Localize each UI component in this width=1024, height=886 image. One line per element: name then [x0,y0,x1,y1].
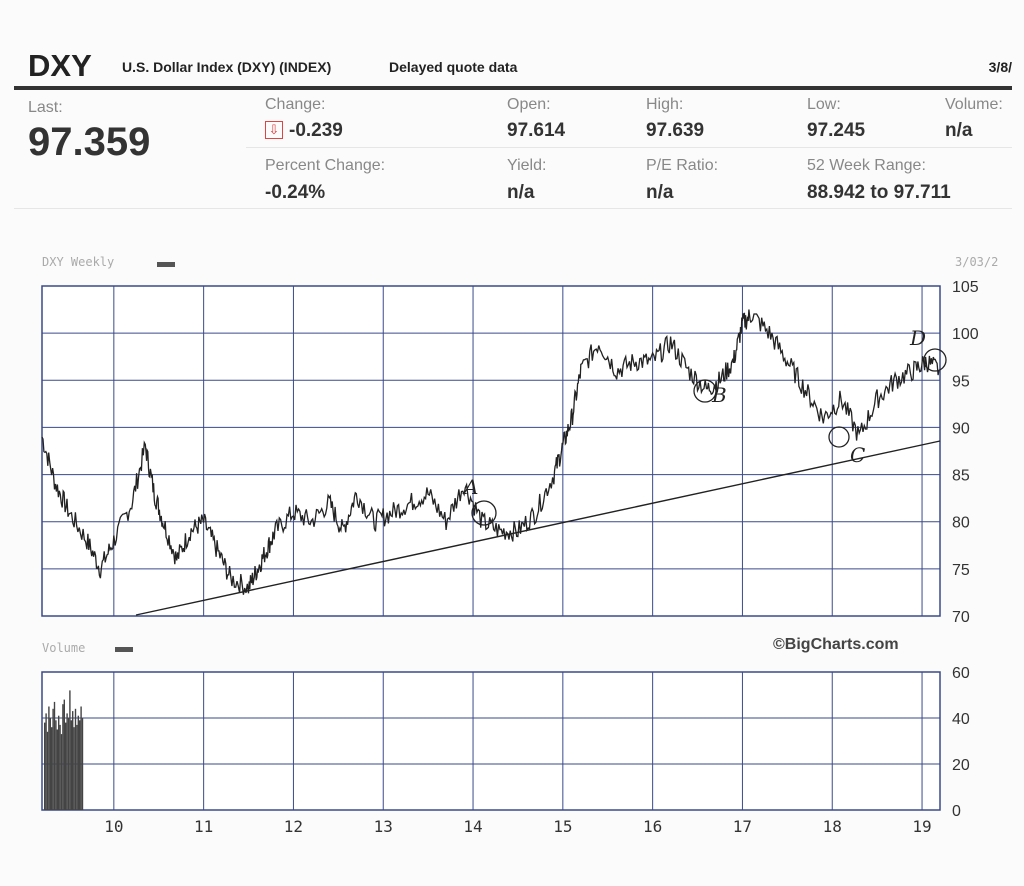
volume-bar [53,701,56,810]
low-label: Low: [807,96,841,113]
volume-bar [45,713,47,810]
price-legend-swatch [157,262,175,267]
price-series-line [41,309,940,595]
last-label: Last: [28,99,63,116]
open-label: Open: [507,96,551,113]
annotation-label: A [462,475,478,499]
volume-bar [63,699,65,810]
quote-date: 3/8/ [988,59,1012,75]
pe-value: n/a [646,182,674,203]
annotation-circle [828,426,850,448]
range-value: 88.942 to 97.711 [807,182,951,203]
volume-plot-area [41,671,941,811]
volume-bar [52,708,54,810]
change-value: -0.239 [289,120,343,141]
volume-bar [60,734,63,810]
x-tick-label: 18 [823,817,842,836]
annotation-label: B [711,383,727,407]
x-tick-label: 15 [553,817,572,836]
volume-y-tick-label: 60 [952,665,970,682]
price-y-tick-label: 85 [952,468,970,485]
x-tick-label: 10 [104,817,123,836]
volume-bar [70,720,72,810]
volume-bar [74,708,77,810]
price-panel-date: 3/03/2 [955,255,999,269]
volume-bar [65,722,67,810]
full-name: U.S. Dollar Index (DXY) (INDEX) [122,59,332,75]
volume-bar [55,720,57,810]
volume-y-tick-label: 40 [952,711,970,728]
price-plot-area [41,285,941,617]
x-tick-label: 13 [374,817,393,836]
pe-label: P/E Ratio: [646,157,719,174]
quote-divider [246,147,1012,148]
pct-change-label: Percent Change: [265,157,386,174]
quote-header: DXY U.S. Dollar Index (DXY) (INDEX) Dela… [14,46,1012,90]
price-y-tick-label: 90 [952,420,970,437]
volume-y-tick-label: 0 [952,803,961,820]
yield-label: Yield: [507,157,547,174]
price-panel-title: DXY Weekly [42,255,115,269]
price-y-tick-label: 105 [952,279,979,296]
x-tick-label: 14 [463,817,482,836]
volume-bar [59,724,61,810]
volume-bar [81,718,84,810]
price-y-tick-label: 75 [952,562,970,579]
volume-bar [58,715,60,810]
volume-bar [56,729,58,810]
open-value: 97.614 [507,120,566,141]
high-label: High: [646,96,684,113]
x-tick-label: 12 [284,817,303,836]
annotation-circle [471,500,497,526]
volume-bar [49,718,51,810]
volume-value: n/a [945,120,973,141]
volume-bar [80,706,82,810]
credit-text: ©BigCharts.com [773,636,899,653]
annotation-label: C [850,443,865,467]
x-tick-label: 17 [733,817,752,836]
annotation-circle [923,348,947,372]
quote-bottom-divider [14,208,1012,209]
volume-bar [62,704,64,810]
x-tick-label: 11 [194,817,213,836]
volume-bar [77,715,79,810]
volume-bar [79,720,81,810]
x-tick-label: 19 [912,817,931,836]
price-y-tick-label: 70 [952,609,970,626]
volume-bar [76,724,78,810]
volume-bar [69,690,71,810]
yield-value: n/a [507,182,535,203]
volume-bar [51,727,53,810]
volume-bar [73,727,75,810]
symbol: DXY [28,48,92,83]
delayed-note: Delayed quote data [389,59,518,75]
price-y-tick-label: 80 [952,515,970,532]
annotation-circle [693,379,717,403]
volume-bar [46,731,49,810]
pct-change-value: -0.24% [265,182,326,203]
last-value: 97.359 [28,120,151,164]
change-label: Change: [265,96,326,113]
volume-y-tick-label: 20 [952,757,970,774]
volume-legend-swatch [115,647,133,652]
volume-bar [72,711,74,810]
volume-label: Volume: [945,96,1003,113]
volume-bar [48,706,50,810]
x-tick-label: 16 [643,817,662,836]
price-y-tick-label: 95 [952,373,970,390]
volume-bar [44,722,46,810]
trend-line [135,440,941,616]
volume-bar [66,713,68,810]
price-y-tick-label: 100 [952,326,979,343]
down-arrow-icon: ⇩ [265,121,283,139]
volume-panel-title: Volume [42,641,86,655]
high-value: 97.639 [646,120,705,141]
range-label: 52 Week Range: [807,157,926,174]
volume-bar [67,718,70,810]
annotation-label: D [909,326,926,350]
low-value: 97.245 [807,120,866,141]
